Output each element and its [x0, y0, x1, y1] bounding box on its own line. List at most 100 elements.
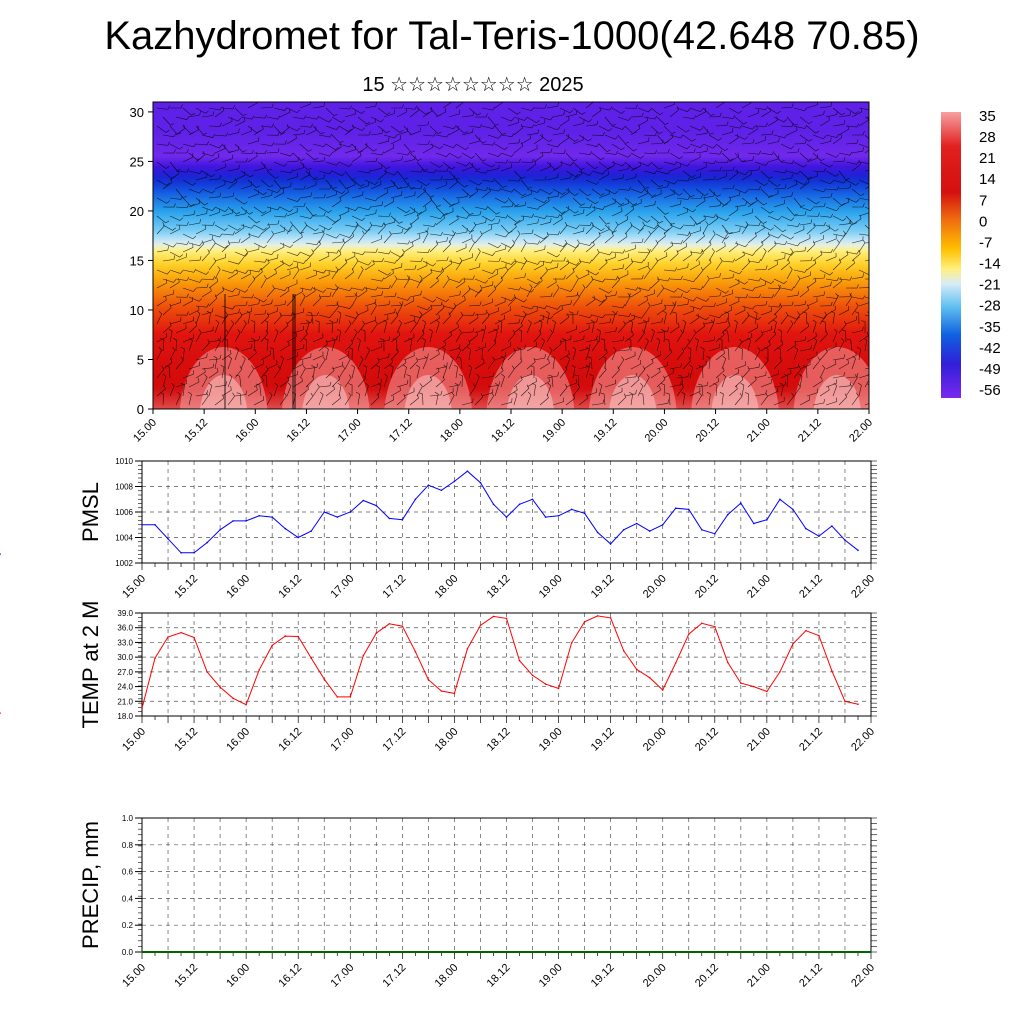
wind-barb	[264, 320, 269, 334]
wind-barb	[273, 107, 288, 111]
wind-barb	[806, 332, 817, 343]
wind-barb	[708, 314, 723, 319]
wind-barb	[468, 179, 482, 186]
wind-barb	[565, 170, 579, 177]
wind-barb	[741, 258, 751, 271]
wind-barb	[624, 197, 638, 206]
wind-barb	[637, 365, 646, 379]
ytick-label: 24.0	[117, 683, 133, 692]
xtick-label: 15.00	[120, 573, 148, 601]
wind-barb	[318, 292, 332, 298]
wind-barb	[702, 160, 717, 165]
wind-barb	[213, 355, 218, 370]
colorbar-label: -35	[979, 319, 1001, 336]
wind-barb	[715, 366, 725, 379]
wind-barb	[747, 125, 758, 136]
wind-barb	[180, 382, 185, 397]
wind-barb	[175, 116, 190, 120]
wind-barb	[292, 115, 307, 120]
wind-barb	[162, 149, 176, 154]
wind-barb	[396, 170, 409, 180]
wind-barb	[188, 188, 203, 194]
wind-barb	[747, 221, 761, 226]
wind-barb	[255, 383, 262, 397]
data-point	[453, 692, 456, 695]
data-point	[479, 481, 482, 484]
wind-barb	[201, 339, 210, 352]
wind-barb	[208, 122, 222, 127]
wind-barb	[767, 313, 777, 325]
wind-barb	[598, 215, 611, 225]
wind-barb	[812, 337, 818, 352]
wind-barb	[162, 321, 172, 334]
data-point	[479, 624, 482, 627]
wind-barb	[773, 134, 788, 139]
wind-barb	[695, 314, 710, 321]
wind-barb	[721, 230, 728, 244]
wind-barb	[273, 328, 279, 343]
wind-barb	[728, 279, 740, 289]
wind-barb	[338, 125, 352, 132]
wind-barb	[435, 256, 449, 262]
wind-barb	[650, 107, 664, 116]
wind-barb	[559, 205, 570, 217]
wind-barb	[253, 164, 266, 172]
wind-barb	[493, 328, 498, 343]
wind-barb	[650, 328, 655, 343]
wind-barb	[182, 210, 196, 217]
wind-barb	[221, 231, 235, 236]
wind-barb	[637, 329, 645, 343]
wind-barb	[442, 275, 450, 289]
wind-barb	[325, 125, 340, 130]
wind-barb	[351, 107, 365, 114]
wind-barb	[201, 275, 215, 281]
wind-barb	[747, 109, 759, 118]
wind-barb	[630, 112, 644, 118]
wind-barb	[481, 125, 496, 129]
wind-barb	[793, 179, 808, 185]
wind-barb	[624, 143, 638, 152]
wind-barb	[572, 119, 585, 127]
wind-barb	[604, 327, 617, 334]
wind-barb	[396, 249, 405, 262]
wind-barb	[364, 209, 377, 217]
wind-barb	[600, 392, 606, 406]
wind-barb	[455, 125, 468, 134]
wind-barb	[611, 310, 616, 325]
xs-ytick-label: 0	[137, 402, 144, 417]
wind-barb	[403, 179, 416, 189]
wind-barb	[234, 251, 249, 257]
wind-barb	[214, 338, 221, 352]
wind-barb	[442, 387, 454, 397]
wind-barb	[663, 222, 673, 235]
wind-barb	[422, 296, 437, 303]
data-point	[805, 527, 807, 530]
wind-barb	[565, 152, 578, 162]
wind-barb	[273, 287, 288, 292]
wind-barb	[266, 188, 281, 194]
wind-barb	[546, 346, 553, 361]
wind-barb	[624, 244, 636, 253]
data-point	[349, 696, 352, 698]
wind-barb	[474, 169, 489, 174]
wind-barb	[253, 206, 267, 214]
wind-barb	[611, 107, 625, 114]
wind-barb	[468, 383, 476, 397]
wind-barb	[208, 106, 223, 111]
data-point	[844, 539, 846, 541]
wind-barb	[416, 161, 428, 171]
wind-barb	[578, 170, 593, 176]
wind-barb	[611, 125, 626, 130]
data-point	[440, 690, 443, 692]
wind-barb	[629, 319, 634, 334]
wind-barb	[676, 242, 687, 253]
wind-barb	[773, 152, 785, 162]
wind-barb	[760, 341, 771, 352]
wind-barb	[448, 215, 459, 226]
wind-barb	[214, 144, 226, 154]
wind-barb	[487, 152, 502, 157]
wind-barb	[273, 140, 287, 145]
wind-barb	[624, 161, 637, 170]
wind-barb	[416, 329, 425, 343]
